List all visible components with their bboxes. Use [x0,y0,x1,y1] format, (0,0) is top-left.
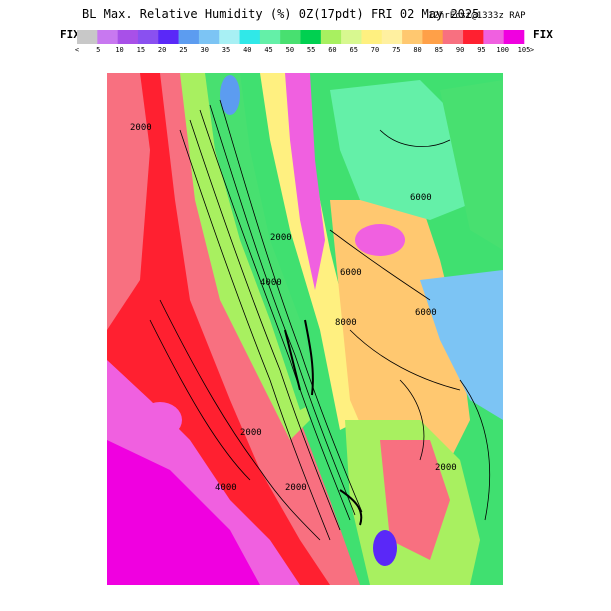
contour-label: 2000 [435,463,457,473]
colorbar-swatch [280,30,301,44]
colorbar-swatch [259,30,281,44]
colorbar-swatch [300,30,322,44]
colorbar-swatch [381,30,403,44]
title: BL Max. Relative Humidity (%) 0Z(17pdt) … [82,7,479,21]
colorbar-swatch [117,30,139,44]
colorbar-label: 100 [496,46,509,54]
fix-left: FIX [60,28,80,41]
colorbar-label: < [75,46,79,54]
colorbar-label: 30 [200,46,208,54]
colorbar-label: 50 [286,46,294,54]
colorbar-label: 25 [179,46,187,54]
colorbar-label: 105 [518,46,531,54]
colorbar-label: 45 [264,46,272,54]
colorbar-swatch [361,30,383,44]
colorbar-swatch [463,30,484,44]
fix-right: FIX [533,28,553,41]
colorbar-label: 35 [222,46,230,54]
colorbar-swatch [483,30,504,44]
subtitle: 12hrFcst@1333z RAP [428,11,526,21]
colorbar-swatch [178,30,200,44]
contour-label: 4000 [215,483,237,493]
colorbar-swatch [341,30,362,44]
contour-label: 6000 [340,268,362,278]
colorbar-swatch [219,30,240,44]
colorbar-label: 60 [328,46,336,54]
contour-label: 2000 [285,483,307,493]
colorbar-label: > [530,46,534,54]
contour-label: 8000 [335,318,357,328]
colorbar-label: 75 [392,46,400,54]
colorbar-label: 55 [307,46,315,54]
contour-label: 2000 [130,123,152,133]
colorbar-swatch [442,30,464,44]
contour-label: 2000 [270,233,292,243]
colorbar-swatch [320,30,342,44]
colorbar-swatch [198,30,220,44]
colorbar-label: 20 [158,46,166,54]
contour-label: 4000 [260,278,282,288]
colorbar-swatch [97,30,118,44]
colorbar-label: 80 [413,46,421,54]
colorbar-label: 90 [456,46,464,54]
contour-label: 6000 [410,193,432,203]
colorbar-swatch [239,30,261,44]
colorbar-label: 10 [115,46,123,54]
colorbar-label: 65 [349,46,357,54]
colorbar-swatch [137,30,159,44]
contour-labels: 2000 4000 6000 6000 8000 6000 2000 2000 … [130,123,457,493]
colorbar: <5 10 15 20 25 30 35 40 45 50 55 60 65 70 75 80 85 90 95 10… [75,30,534,54]
colorbar-label: 40 [243,46,251,54]
colorbar-label: 5 [96,46,100,54]
map-area [107,73,503,585]
colorbar-swatch [402,30,423,44]
colorbar-swatch [158,30,179,44]
colorbar-label: 70 [371,46,379,54]
colorbar-label: 95 [477,46,485,54]
contour-label: 6000 [415,308,437,318]
colorbar-swatch [503,30,525,44]
contour-label: 2000 [240,428,262,438]
colorbar-label: 85 [435,46,443,54]
colorbar-swatch [77,30,98,44]
colorbar-label: 15 [137,46,145,54]
colorbar-swatch [422,30,444,44]
